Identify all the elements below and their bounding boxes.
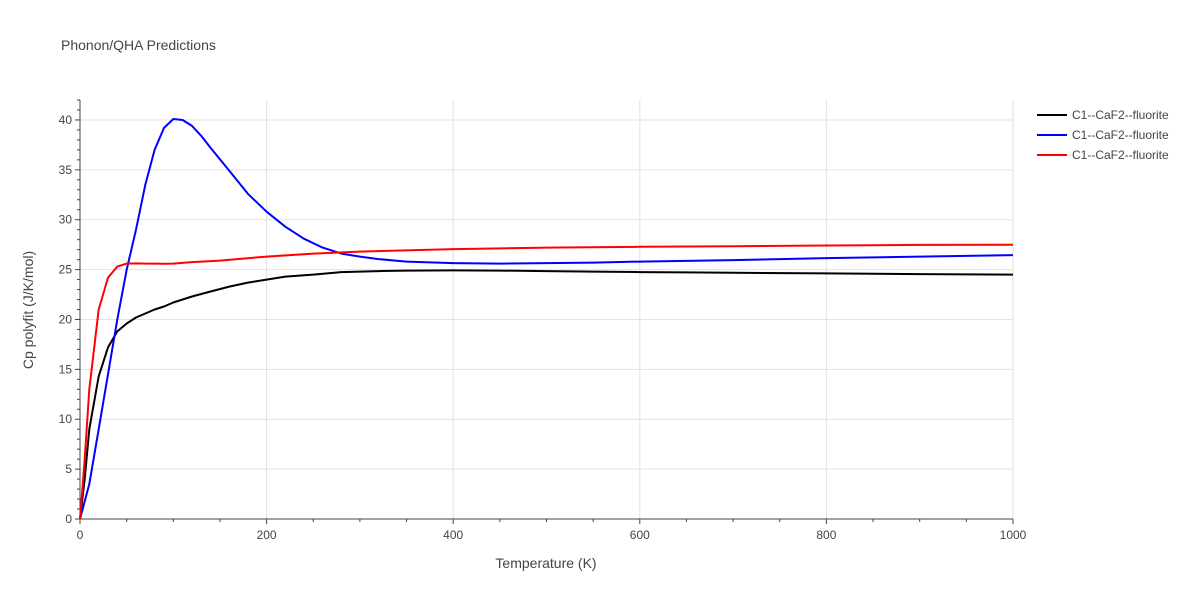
grid [80,100,1014,519]
legend-label: C1--CaF2--fluorite [1072,148,1169,162]
x-tick-label: 400 [443,528,463,542]
legend-item-3[interactable]: C1--CaF2--fluorite [1037,148,1169,162]
legend-label: C1--CaF2--fluorite [1072,108,1169,122]
legend-item-1[interactable]: C1--CaF2--fluorite [1037,108,1169,122]
y-axis-title: Cp polyfit (J/K/mol) [20,251,36,369]
x-tick-label: 0 [77,528,84,542]
series-line-2 [79,118,1014,520]
axes: 0 200 400 600 800 1000 0 5 10 15 20 25 30 35 40 [59,99,1027,542]
series-line-3 [79,243,1014,520]
legend[interactable]: C1--CaF2--fluorite C1--CaF2--fluorite C1--… [1037,108,1169,162]
y-tick-label: 15 [59,362,73,376]
series-line-1 [79,269,1014,520]
x-tick-label: 600 [630,528,650,542]
chart-title: Phonon/QHA Predictions [61,37,216,53]
legend-label: C1--CaF2--fluorite [1072,128,1169,142]
y-tick-label: 30 [59,213,73,227]
x-axis-title: Temperature (K) [495,555,596,571]
y-tick-label: 20 [59,312,73,326]
x-tick-label: 800 [816,528,836,542]
y-tick-label: 0 [65,512,72,526]
x-tick-label: 200 [257,528,277,542]
y-tick-label: 35 [59,163,73,177]
y-tick-label: 25 [59,263,73,277]
legend-item-2[interactable]: C1--CaF2--fluorite [1037,128,1169,142]
y-tick-label: 5 [65,462,72,476]
series-group [79,118,1014,520]
y-tick-label: 10 [59,412,73,426]
y-tick-label: 40 [59,113,73,127]
x-tick-label: 1000 [1000,528,1027,542]
